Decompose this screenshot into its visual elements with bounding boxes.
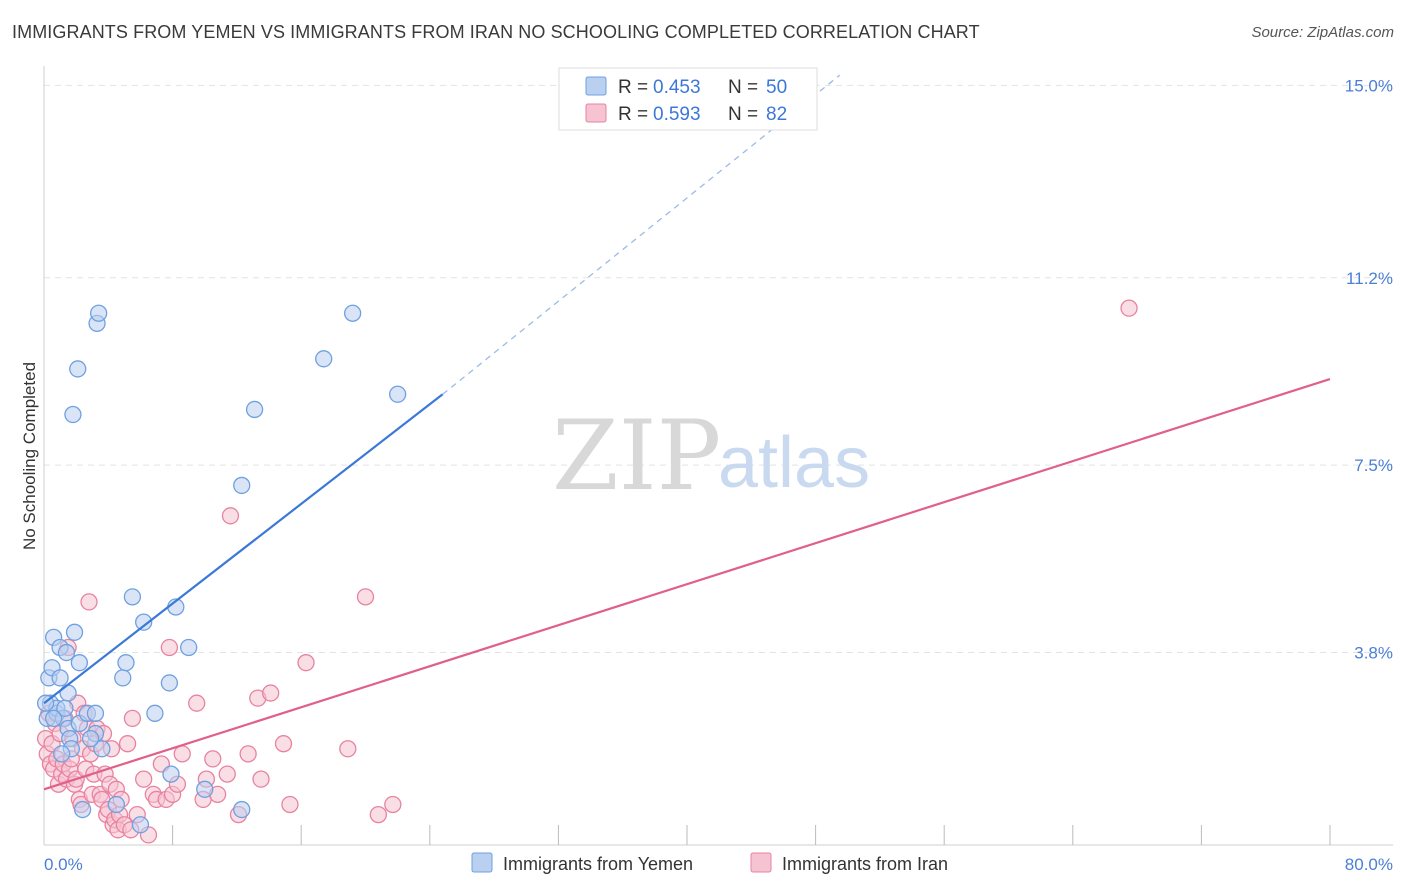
y-tick-label-1: 7.5%	[1354, 456, 1393, 475]
trend-line-iran	[43, 378, 1331, 791]
watermark: ZIP atlas	[552, 400, 870, 512]
point-yemen-39	[196, 780, 214, 798]
point-yemen-18	[69, 360, 87, 378]
bottom-legend-swatch-yemen	[471, 852, 493, 873]
point-yemen-20	[70, 654, 89, 672]
point-yemen-38	[180, 638, 198, 657]
point-yemen-32	[131, 816, 150, 834]
legend-swatch-iran	[585, 103, 607, 123]
point-yemen-47	[44, 709, 63, 728]
point-iran-75	[281, 795, 299, 814]
point-yemen-28	[107, 795, 125, 814]
trend-lines	[43, 74, 1331, 791]
grid-lines	[44, 84, 1393, 654]
point-yemen-40	[233, 800, 251, 819]
data-points	[36, 299, 1138, 844]
point-iran-80	[384, 795, 402, 814]
point-yemen-27	[93, 740, 111, 758]
x-tick-label-min: 0.0%	[44, 855, 83, 874]
point-iran-48	[118, 735, 137, 753]
bottom-legend: Immigrants from Yemen Immigrants from Ir…	[471, 852, 948, 874]
point-iran-67	[218, 765, 236, 783]
y-tick-label-2: 11.2%	[1346, 269, 1393, 288]
bottom-legend-label-yemen: Immigrants from Yemen	[503, 854, 693, 874]
point-yemen-44	[343, 304, 362, 322]
point-yemen-35	[160, 674, 179, 692]
legend-r-label-iran: R =	[618, 104, 648, 125]
point-iran-62	[188, 694, 206, 712]
point-yemen-11	[57, 643, 76, 662]
watermark-atlas: atlas	[718, 423, 870, 503]
point-yemen-29	[114, 669, 132, 687]
point-yemen-31	[123, 588, 142, 606]
point-iran-74	[274, 735, 293, 753]
point-yemen-34	[146, 704, 164, 722]
point-iran-68	[221, 507, 240, 525]
legend-r-value-yemen: 0.453	[653, 77, 701, 98]
bottom-legend-label-iran: Immigrants from Iran	[782, 854, 948, 874]
y-tick-label-0: 3.8%	[1354, 644, 1393, 663]
legend-r-value-iran: 0.593	[653, 104, 701, 125]
y-tick-label-3: 15.0%	[1345, 76, 1393, 95]
legend-n-label-iran: N =	[728, 104, 758, 125]
point-yemen-36	[162, 765, 180, 783]
legend-n-value-iran: 82	[766, 104, 787, 125]
point-iran-79	[369, 805, 388, 824]
point-yemen-7	[51, 669, 69, 687]
point-yemen-26	[90, 304, 108, 322]
legend-n-value-yemen: 50	[766, 77, 787, 98]
point-iran-52	[135, 770, 153, 788]
legend-r-label-yemen: R =	[618, 77, 648, 98]
point-yemen-48	[81, 729, 100, 748]
point-iran-78	[356, 588, 375, 606]
y-tick-labels: 3.8% 7.5% 11.2% 15.0%	[1345, 76, 1393, 662]
source-credit: Source: ZipAtlas.com	[1251, 24, 1394, 41]
point-iran-81	[1120, 299, 1138, 317]
point-yemen-21	[73, 800, 92, 819]
point-yemen-43	[315, 350, 333, 368]
point-yemen-41	[233, 476, 251, 495]
watermark-zip: ZIP	[552, 400, 721, 512]
point-iran-72	[252, 770, 270, 788]
point-iran-58	[160, 638, 179, 657]
point-yemen-30	[117, 654, 135, 672]
trend-line-yemen	[43, 393, 444, 705]
point-yemen-33	[135, 613, 153, 631]
point-iran-76	[297, 654, 315, 672]
x-tick-labels: 0.0% 80.0%	[44, 855, 1393, 874]
point-yemen-49	[53, 745, 71, 763]
legend-n-label-yemen: N =	[728, 77, 758, 98]
y-axis-label: No Schooling Completed	[20, 362, 39, 550]
x-tick-label-max: 80.0%	[1345, 855, 1393, 874]
point-yemen-16	[64, 405, 82, 424]
point-yemen-45	[388, 385, 407, 403]
point-yemen-42	[245, 400, 264, 419]
point-iran-77	[339, 740, 357, 758]
bottom-legend-swatch-iran	[750, 852, 772, 873]
point-iran-65	[204, 750, 222, 768]
point-iran-73	[262, 684, 280, 702]
point-yemen-17	[65, 623, 84, 641]
trend-line-yemen-extension	[442, 74, 841, 395]
axes	[43, 66, 1393, 846]
legend-swatch-yemen	[585, 76, 607, 96]
legend: R = 0.453 N = 50 R = 0.593 N = 82	[558, 67, 818, 131]
point-iran-50	[123, 709, 142, 728]
point-iran-70	[239, 745, 257, 763]
point-yemen-24	[86, 704, 105, 722]
point-iran-61	[173, 745, 191, 763]
chart-title: IMMIGRANTS FROM YEMEN VS IMMIGRANTS FROM…	[12, 22, 980, 42]
point-iran-27	[80, 593, 98, 611]
